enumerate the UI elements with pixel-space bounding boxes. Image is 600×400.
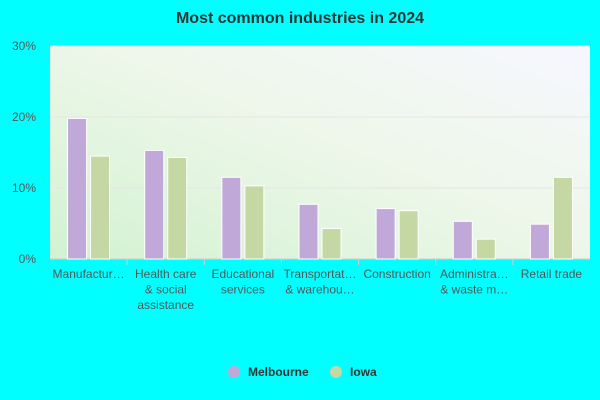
y-tick-label: 0% — [19, 252, 37, 266]
bar-iowa-4 — [398, 210, 419, 260]
bars — [67, 117, 573, 260]
legend-swatch-melbourne — [228, 366, 240, 378]
bar-melbourne-5 — [452, 220, 473, 260]
x-tick-label: services — [221, 283, 265, 297]
x-axis: Manufactur… Health care & socialassistance… — [53, 259, 583, 312]
legend: Melbourne Iowa — [228, 365, 377, 379]
grid-lines — [50, 45, 590, 189]
y-tick-label: 10% — [12, 181, 36, 195]
legend-label-melbourne: Melbourne — [248, 365, 309, 379]
bar-melbourne-3 — [298, 203, 319, 260]
x-tick-label: & waste m… — [440, 283, 508, 297]
chart-title: Most common industries in 2024 — [176, 10, 424, 27]
plot-background — [50, 46, 590, 259]
x-tick-label: & warehou… — [285, 283, 354, 297]
bar-iowa-5 — [475, 238, 496, 260]
x-tick-label: Transportat… — [284, 267, 357, 281]
bar-iowa-2 — [244, 185, 265, 260]
x-tick-label: assistance — [137, 298, 194, 312]
x-tick-label: Health care — [135, 267, 197, 281]
x-tick-label: Retail trade — [521, 267, 583, 281]
bar-iowa-6 — [552, 176, 573, 260]
bar-melbourne-4 — [375, 208, 396, 260]
bar-melbourne-0 — [67, 117, 88, 260]
legend-label-iowa: Iowa — [350, 365, 377, 379]
x-tick-label: Manufactur… — [53, 267, 125, 281]
bar-iowa-3 — [321, 227, 342, 260]
legend-swatch-iowa — [330, 366, 342, 378]
bar-iowa-1 — [167, 156, 188, 260]
y-axis: 0% 10% 20% 30% — [12, 39, 590, 266]
y-tick-label: 20% — [12, 110, 36, 124]
x-tick-label: Administra… — [440, 267, 509, 281]
bar-melbourne-1 — [144, 149, 165, 260]
y-tick-label: 30% — [12, 39, 36, 53]
x-tick-label: Construction — [363, 267, 430, 281]
bar-iowa-0 — [90, 155, 111, 260]
x-tick-label: & social — [145, 283, 187, 297]
x-tick-label: Educational — [211, 267, 274, 281]
bar-melbourne-2 — [221, 176, 242, 260]
bar-melbourne-6 — [529, 223, 550, 260]
